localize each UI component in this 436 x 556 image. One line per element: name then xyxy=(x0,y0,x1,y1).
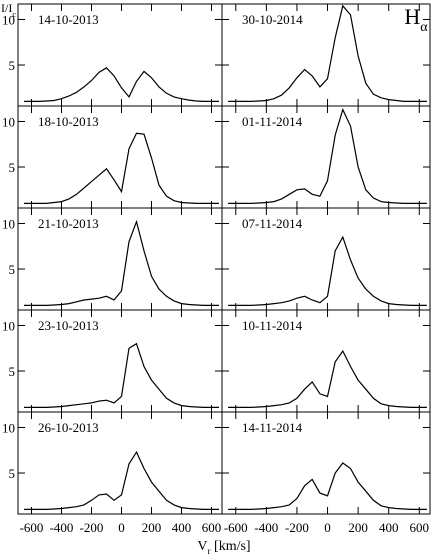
y-axis-label: I/Ic xyxy=(1,1,16,19)
x-tick-label: -400 xyxy=(50,520,74,535)
profile-line xyxy=(228,107,427,204)
x-tick-label: -200 xyxy=(285,520,309,535)
panel-date: 14-10-2013 xyxy=(38,12,99,27)
x-tick-label: -400 xyxy=(254,520,278,535)
title-main: H xyxy=(404,4,420,29)
panel-date: 26-10-2013 xyxy=(38,420,99,435)
x-tick-label: 600 xyxy=(202,520,222,535)
y-tick-label: 5 xyxy=(9,466,16,481)
profile-line xyxy=(24,67,219,102)
y-tick-label: 5 xyxy=(9,262,16,277)
x-tick-label: 600 xyxy=(410,520,430,535)
x-tick-label: 0 xyxy=(118,520,125,535)
y-tick-label: 10 xyxy=(2,318,15,333)
profile-line xyxy=(24,132,219,204)
panel-date: 30-10-2014 xyxy=(242,12,303,27)
y-tick-label: 10 xyxy=(2,420,15,435)
panel-date: 23-10-2013 xyxy=(38,318,99,333)
y-label-sub: c xyxy=(12,10,16,19)
profile-line xyxy=(24,219,219,306)
panel-date: 14-11-2014 xyxy=(242,420,303,435)
x-label-unit: [km/s] xyxy=(211,539,251,554)
panel-date: 10-11-2014 xyxy=(242,318,303,333)
figure-title: Hα xyxy=(404,4,428,35)
title-sub: α xyxy=(420,20,428,35)
x-label-main: V xyxy=(197,539,207,554)
y-tick-label: 5 xyxy=(9,160,16,175)
profile-line xyxy=(228,235,427,306)
y-tick-label: 10 xyxy=(2,216,15,231)
profile-line xyxy=(24,342,219,408)
profile-line xyxy=(228,349,427,408)
x-tick-label: 200 xyxy=(142,520,162,535)
y-tick-label: 10 xyxy=(2,12,15,27)
x-axis-label: Vr [km/s] xyxy=(197,539,250,556)
x-label-sub: r xyxy=(208,546,211,556)
y-label-main: I/I xyxy=(1,1,12,15)
y-tick-label: 5 xyxy=(9,364,16,379)
profile-line xyxy=(228,462,427,510)
x-tick-label: 200 xyxy=(348,520,368,535)
x-tick-label: -200 xyxy=(80,520,104,535)
panel-frame xyxy=(221,411,431,515)
x-tick-label: 400 xyxy=(379,520,399,535)
x-tick-label: -600 xyxy=(20,520,44,535)
panel-date: 21-10-2013 xyxy=(38,216,99,231)
x-tick-label: -600 xyxy=(224,520,248,535)
profile-line xyxy=(228,4,427,102)
x-tick-label: 0 xyxy=(324,520,331,535)
x-tick-label: 400 xyxy=(172,520,192,535)
profile-line xyxy=(24,450,219,510)
panel-date: 18-10-2013 xyxy=(38,114,99,129)
panel-date: 07-11-2014 xyxy=(242,216,303,231)
panel-date: 01-11-2014 xyxy=(242,114,303,129)
y-tick-label: 5 xyxy=(9,58,16,73)
y-tick-label: 10 xyxy=(2,114,15,129)
